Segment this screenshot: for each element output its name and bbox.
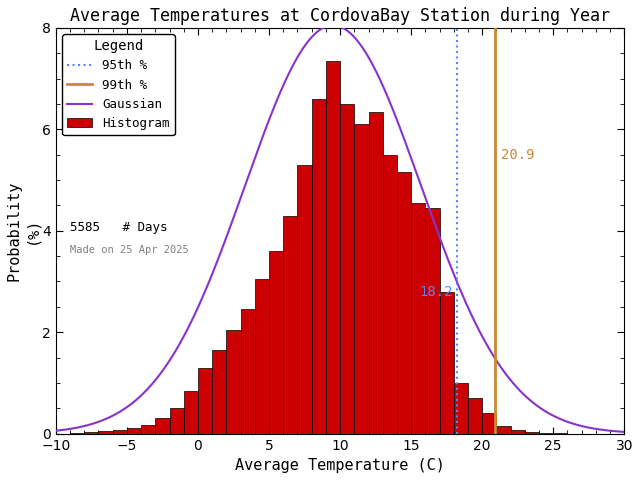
Bar <box>525 432 539 433</box>
Bar <box>511 430 525 433</box>
Bar <box>369 111 383 433</box>
Bar <box>482 413 497 433</box>
Bar <box>426 208 440 433</box>
Bar <box>84 432 99 433</box>
Bar <box>255 279 269 433</box>
Bar <box>241 310 255 433</box>
Bar <box>312 99 326 433</box>
Bar <box>298 165 312 433</box>
Legend: 95th %, 99th %, Gaussian, Histogram: 95th %, 99th %, Gaussian, Histogram <box>62 34 175 135</box>
Text: 5585   # Days: 5585 # Days <box>70 221 168 234</box>
Bar <box>454 383 468 433</box>
Bar <box>227 330 241 433</box>
Y-axis label: Probability
(%): Probability (%) <box>7 180 39 281</box>
Bar <box>440 292 454 433</box>
Text: 20.9: 20.9 <box>500 148 534 162</box>
Bar <box>141 424 156 433</box>
Bar <box>326 61 340 433</box>
Bar <box>397 172 411 433</box>
Bar <box>411 203 426 433</box>
Bar <box>184 391 198 433</box>
Bar <box>539 432 553 433</box>
Bar <box>212 350 227 433</box>
X-axis label: Average Temperature (C): Average Temperature (C) <box>235 458 445 473</box>
Title: Average Temperatures at CordovaBay Station during Year: Average Temperatures at CordovaBay Stati… <box>70 7 610 25</box>
Text: 18.2: 18.2 <box>419 285 452 299</box>
Bar <box>284 216 298 433</box>
Bar <box>113 430 127 433</box>
Text: Made on 25 Apr 2025: Made on 25 Apr 2025 <box>70 245 189 255</box>
Bar <box>127 428 141 433</box>
Bar <box>198 368 212 433</box>
Bar <box>383 155 397 433</box>
Bar <box>269 251 284 433</box>
Bar <box>468 398 482 433</box>
Bar <box>99 431 113 433</box>
Bar <box>70 432 84 433</box>
Bar <box>497 426 511 433</box>
Bar <box>170 408 184 433</box>
Bar <box>156 419 170 433</box>
Bar <box>355 124 369 433</box>
Bar <box>340 104 355 433</box>
